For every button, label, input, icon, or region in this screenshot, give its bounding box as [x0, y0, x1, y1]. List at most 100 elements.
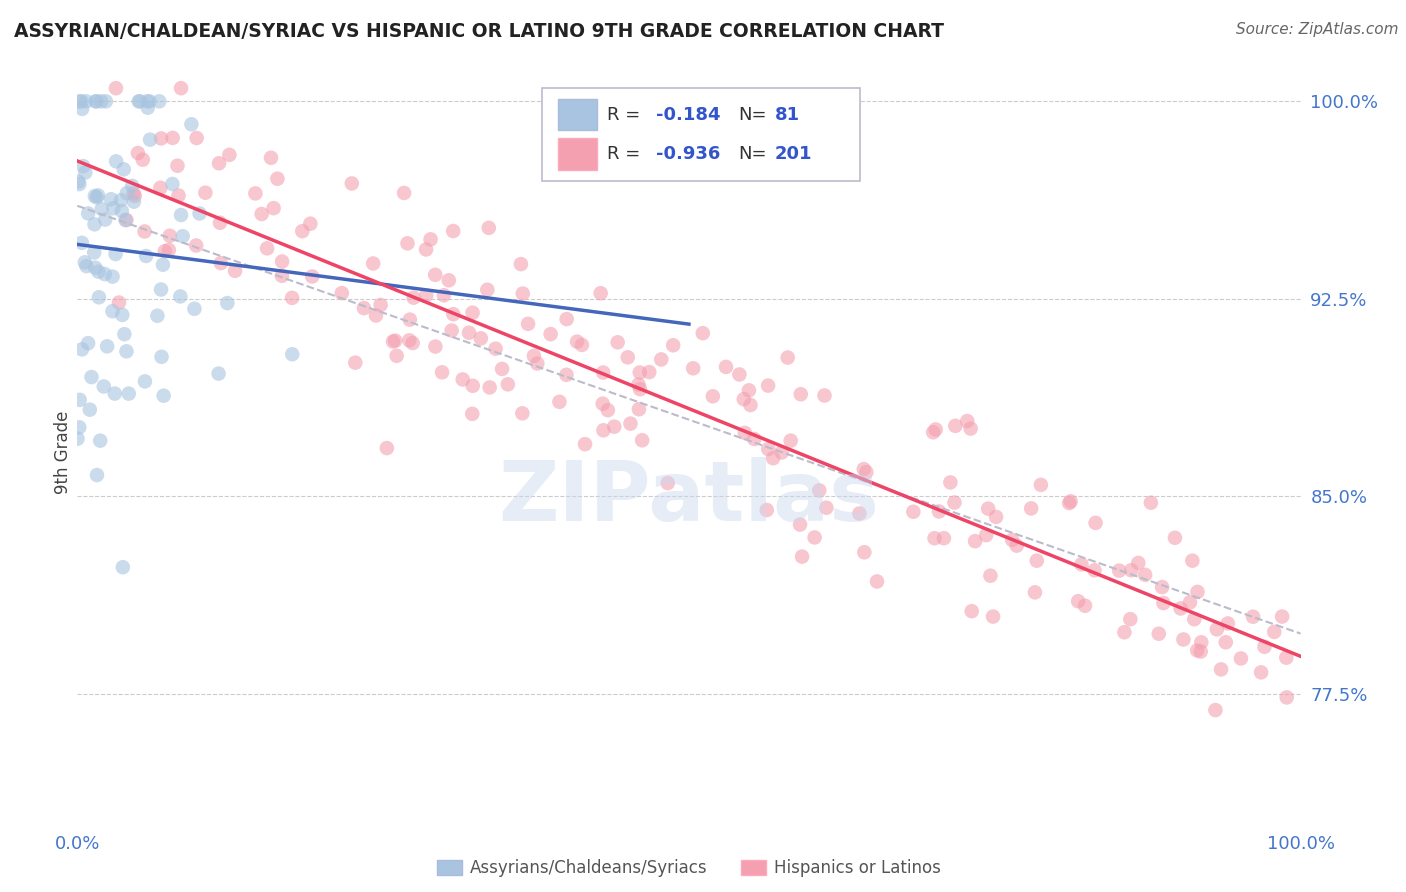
Point	[207, 367, 229, 381]
Point	[770, 445, 793, 459]
Point	[90, 202, 112, 216]
Point	[866, 574, 889, 589]
Point	[650, 352, 672, 367]
Point	[66, 432, 89, 446]
Point	[1263, 624, 1285, 639]
Legend: Assyrians/Chaldeans/Syriacs, Hispanics or Latinos: Assyrians/Chaldeans/Syriacs, Hispanics o…	[430, 853, 948, 884]
Point	[67, 420, 90, 434]
Text: 81: 81	[775, 105, 800, 123]
Point	[217, 296, 239, 310]
Point	[1152, 580, 1174, 594]
Point	[682, 361, 704, 376]
FancyBboxPatch shape	[558, 99, 598, 130]
Text: -0.184: -0.184	[657, 105, 720, 123]
Point	[555, 312, 578, 326]
Point	[162, 177, 184, 191]
Y-axis label: 9th Grade: 9th Grade	[53, 411, 72, 494]
Point	[364, 309, 387, 323]
Point	[115, 213, 138, 227]
Point	[89, 434, 111, 448]
Point	[1128, 556, 1150, 570]
Point	[186, 238, 208, 252]
Point	[344, 356, 367, 370]
Point	[1170, 601, 1192, 615]
Point	[340, 177, 363, 191]
Point	[430, 365, 453, 379]
Point	[111, 204, 134, 219]
Point	[122, 194, 145, 209]
Point	[396, 236, 419, 251]
Point	[742, 432, 765, 446]
Point	[437, 273, 460, 287]
Point	[291, 224, 314, 238]
Point	[596, 403, 619, 417]
Point	[813, 388, 835, 402]
Point	[526, 356, 548, 370]
Point	[939, 475, 962, 490]
Point	[458, 326, 481, 340]
Point	[86, 190, 108, 204]
Point	[301, 269, 323, 284]
Point	[104, 81, 127, 95]
Point	[271, 268, 294, 283]
Point	[281, 291, 304, 305]
Point	[87, 265, 110, 279]
Point	[1119, 612, 1142, 626]
Point	[628, 382, 651, 396]
Point	[402, 291, 425, 305]
Point	[72, 159, 94, 173]
Point	[70, 95, 93, 109]
Point	[441, 224, 464, 238]
Point	[756, 378, 779, 392]
Point	[592, 423, 614, 437]
Point	[75, 165, 97, 179]
Point	[266, 171, 288, 186]
Point	[111, 308, 134, 322]
Point	[1029, 478, 1052, 492]
Point	[146, 309, 169, 323]
Point	[924, 531, 946, 545]
Point	[1114, 625, 1136, 640]
Point	[627, 377, 650, 392]
Point	[330, 286, 353, 301]
Point	[1178, 595, 1201, 609]
Point	[776, 351, 799, 365]
Point	[589, 286, 612, 301]
Point	[815, 500, 838, 515]
Point	[619, 417, 641, 431]
FancyBboxPatch shape	[558, 138, 598, 169]
Point	[208, 156, 231, 170]
Point	[616, 351, 638, 365]
Point	[484, 342, 506, 356]
Point	[1152, 596, 1174, 610]
Point	[922, 425, 945, 440]
Point	[209, 256, 232, 270]
Point	[415, 243, 437, 257]
Point	[84, 95, 107, 109]
Point	[148, 95, 170, 109]
Text: N=: N=	[738, 145, 766, 163]
Point	[353, 301, 375, 315]
Point	[70, 343, 93, 357]
Point	[153, 244, 176, 259]
Point	[382, 334, 405, 349]
Point	[94, 267, 117, 281]
Point	[555, 368, 578, 382]
Point	[169, 289, 191, 303]
Point	[512, 286, 534, 301]
Point	[981, 609, 1004, 624]
Point	[1083, 563, 1105, 577]
Point	[638, 365, 661, 379]
Point	[1070, 558, 1092, 572]
Point	[1005, 539, 1028, 553]
Point	[1173, 632, 1195, 647]
Point	[90, 95, 112, 109]
Point	[73, 255, 96, 269]
Point	[977, 501, 1000, 516]
Point	[1230, 651, 1253, 665]
Point	[510, 257, 533, 271]
Point	[852, 462, 875, 476]
Point	[1204, 703, 1226, 717]
Point	[398, 334, 420, 348]
Point	[855, 465, 877, 479]
